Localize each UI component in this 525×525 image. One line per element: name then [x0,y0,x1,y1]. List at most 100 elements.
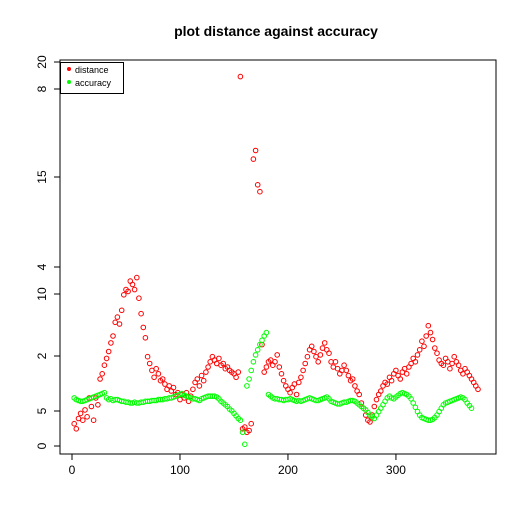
distance-point [419,338,425,345]
distance-point [293,391,300,398]
accuracy-point [244,383,250,389]
distance-point [155,371,162,377]
distance-point [317,352,324,358]
distance-point [108,340,114,346]
distance-point [343,367,350,374]
distance-point [84,414,90,420]
distance-point [254,182,261,188]
distance-point [121,292,127,298]
distance-point [95,402,101,408]
y-tick-label: 20 [35,55,49,69]
distance-point [233,374,239,381]
distance-point [261,369,268,375]
distance-point [216,355,222,362]
distance-point [131,286,138,293]
chart-title: plot distance against accuracy [174,23,378,39]
y-axis: 0 5 2 10 4 15 8 20 [35,55,61,449]
distance-point [349,376,356,382]
accuracy-point [412,404,419,411]
distance-point [276,364,283,370]
accuracy-point [250,359,257,365]
distance-point [321,340,328,346]
distance-point [421,343,427,350]
distance-point [414,352,421,358]
y-tick-label: 15 [35,170,49,184]
distance-point [278,371,285,377]
distance-point [144,353,151,360]
distance-point [367,419,373,425]
accuracy-point [468,405,475,412]
y-tick-label: 8 [35,85,49,92]
distance-point [129,281,136,288]
distance-point [146,360,153,367]
distance-point [440,362,447,369]
distance-point [308,343,315,350]
distance-point [388,377,395,384]
distance-point [263,364,270,370]
distance-point [200,377,207,384]
distance-point [280,377,287,384]
distance-point [136,295,142,302]
distance-point [73,426,80,432]
distance-point [326,350,332,357]
distance-point [272,359,278,365]
distance-point [90,417,97,424]
distance-point [393,367,399,374]
distance-point [71,420,77,427]
distance-point [220,360,226,367]
accuracy-point [252,352,259,358]
distance-point [252,147,259,154]
distance-point [190,386,196,393]
y-tick-label: 10 [35,287,49,301]
legend: distance accuracy [60,62,124,94]
distance-point [97,376,103,382]
distance-point [287,389,293,396]
accuracy-point [101,389,108,396]
distance-point [198,372,205,379]
accuracy-point [248,367,254,374]
distance-point [140,324,147,331]
accuracy-point [237,417,244,424]
distance-point [455,362,462,369]
distance-point [248,420,254,427]
distance-point [257,188,263,195]
distance-point [397,376,404,382]
distance-point [159,376,166,382]
distance-point [151,374,157,381]
distance-point [274,352,281,358]
distance-point [205,364,211,370]
distance-point [371,403,378,410]
distance-point [298,374,304,381]
distance-point [429,336,436,343]
x-tick-label: 100 [170,463,190,477]
distance-point [296,379,302,386]
distance-point [403,371,410,377]
accuracy-point [259,337,265,344]
distance-point [194,376,201,382]
legend-marker-distance [67,67,71,71]
distance-point [116,321,123,327]
distance-point [427,329,434,336]
distance-point [425,322,432,329]
accuracy-point [410,400,417,406]
distance-point [302,360,309,367]
legend-label-accuracy: accuracy [75,78,112,88]
distance-point [88,403,95,410]
distance-point [153,365,159,372]
y-tick-label: 0 [35,442,49,449]
distance-point [434,350,440,357]
accuracy-series [71,329,475,448]
distance-point [246,427,252,434]
distance-point [237,73,244,80]
distance-point [423,333,430,339]
accuracy-point [408,396,414,402]
distance-point [105,348,112,355]
distance-point [378,388,384,394]
distance-point [250,156,257,162]
x-axis: 0 100 200 300 [69,453,406,477]
distance-point [99,371,105,377]
legend-label-distance: distance [75,65,109,75]
x-tick-label: 0 [69,463,76,477]
distance-point [416,347,423,353]
distance-point [118,307,125,314]
